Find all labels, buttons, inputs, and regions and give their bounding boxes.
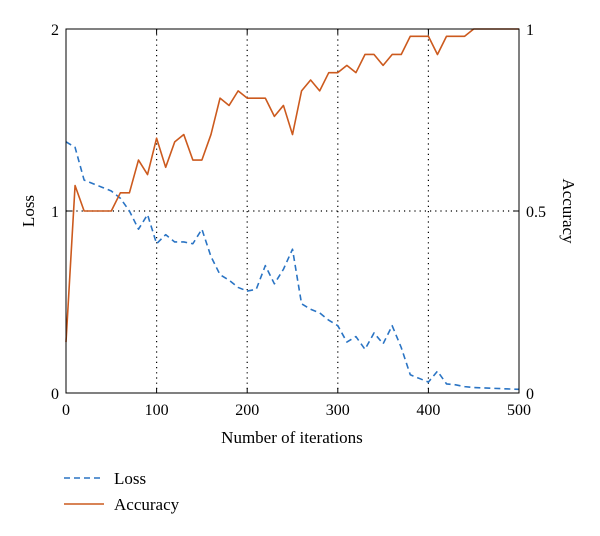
series-line-loss xyxy=(65,141,520,391)
x-tick-label: 300 xyxy=(326,402,350,419)
x-tick-label: 500 xyxy=(507,402,531,419)
series-line-accuracy xyxy=(65,28,519,343)
right-y-axis-title: Accuracy xyxy=(559,178,578,244)
left-y-axis-title: Loss xyxy=(19,195,38,227)
x-tick-label: 400 xyxy=(416,402,440,419)
right-y-tick-label: 0 xyxy=(526,386,534,403)
series-layer xyxy=(65,28,520,391)
left-y-tick-label: 2 xyxy=(51,22,59,39)
left-y-tick-label: 1 xyxy=(51,204,59,221)
legend-label-accuracy: Accuracy xyxy=(114,495,180,514)
x-tick-label: 100 xyxy=(145,402,169,419)
x-tick-label: 200 xyxy=(235,402,259,419)
left-y-tick-label: 0 xyxy=(51,386,59,403)
legend: Loss Accuracy xyxy=(64,469,180,514)
x-tick-label: 0 xyxy=(62,402,70,419)
right-y-tick-label: 0.5 xyxy=(526,204,546,221)
legend-label-loss: Loss xyxy=(114,469,146,488)
right-y-tick-label: 1 xyxy=(526,22,534,39)
x-axis-title: Number of iterations xyxy=(221,428,363,447)
grid-layer xyxy=(66,29,519,393)
